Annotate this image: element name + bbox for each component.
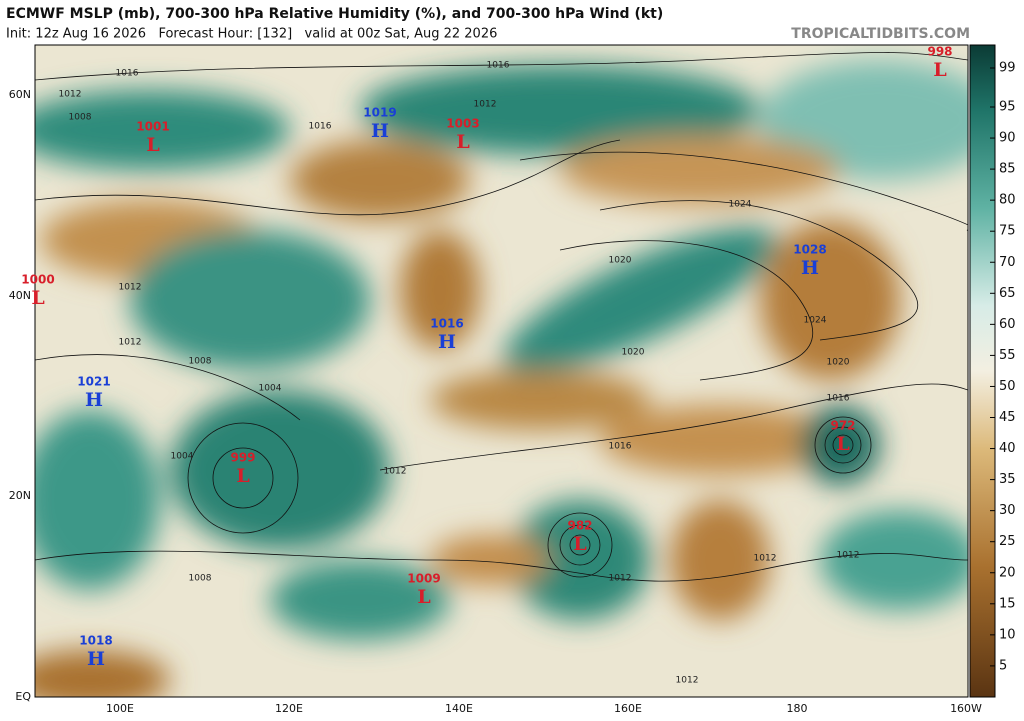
colorbar-label: 80: [999, 193, 1016, 208]
center-pressure: 1001: [136, 120, 169, 134]
colorbar-label: 55: [999, 348, 1016, 363]
subtitle: Init: 12z Aug 16 2026 Forecast Hour: [13…: [6, 27, 497, 42]
isobar-label: 1016: [309, 122, 332, 132]
colorbar-label: 85: [999, 162, 1016, 177]
center-letter: H: [85, 389, 103, 411]
lat-label: 40N: [9, 289, 31, 302]
isobars: [35, 52, 968, 582]
lon-label: 140E: [445, 702, 473, 715]
colorbar: [969, 44, 996, 698]
center-pressure: 999: [230, 451, 255, 465]
isobar-label: 1004: [171, 452, 194, 462]
center-letter: L: [417, 586, 430, 608]
lat-label: 60N: [9, 88, 31, 101]
isobar-label: 1012: [119, 338, 142, 348]
isobar-label: 1020: [827, 358, 850, 368]
colorbar-label: 30: [999, 503, 1016, 518]
isobar-label: 1016: [116, 69, 139, 79]
isobar-label: 1012: [119, 283, 142, 293]
center-pressure: 1019: [363, 106, 396, 120]
isobar-label: 1016: [487, 61, 510, 71]
colorbar-label: 90: [999, 131, 1016, 146]
humidity-field: [35, 60, 968, 697]
center-letter: H: [801, 257, 819, 279]
center-pressure: 1016: [430, 317, 463, 331]
colorbar-label: 99: [999, 61, 1016, 76]
colorbar-label: 45: [999, 410, 1016, 425]
center-letter: L: [933, 59, 946, 81]
colorbar-label: 10: [999, 627, 1016, 642]
center-letter: L: [146, 134, 159, 156]
center-letter: L: [836, 433, 849, 455]
isobar-label: 1008: [189, 574, 212, 584]
map-field: [35, 45, 968, 697]
lat-label: EQ: [15, 690, 31, 703]
isobar-label: 1012: [754, 554, 777, 564]
isobar-label: 1004: [259, 384, 282, 394]
center-pressure: 1003: [446, 117, 479, 131]
center-letter: L: [573, 533, 586, 555]
lat-label: 20N: [9, 489, 31, 502]
center-pressure: 1009: [407, 572, 440, 586]
isobar-label: 1024: [729, 200, 752, 210]
colorbar-label: 25: [999, 534, 1016, 549]
center-letter: H: [87, 648, 105, 670]
lon-label: 160E: [614, 702, 642, 715]
center-pressure: 1018: [79, 634, 112, 648]
isobar-label: 1024: [804, 316, 827, 326]
isobar-label: 1012: [676, 676, 699, 686]
colorbar-label: 15: [999, 596, 1016, 611]
colorbar-label: 40: [999, 441, 1016, 456]
title: ECMWF MSLP (mb), 700-300 hPa Relative Hu…: [6, 6, 663, 22]
colorbar-label: 20: [999, 565, 1016, 580]
colorbar-label: 60: [999, 317, 1016, 332]
map-frame: [34, 44, 969, 698]
center-letter: L: [456, 131, 469, 153]
center-letter: H: [371, 120, 389, 142]
center-pressure: 982: [567, 519, 592, 533]
center-pressure: 1028: [793, 243, 826, 257]
isobar-label: 1012: [837, 551, 860, 561]
lon-label: 160W: [950, 702, 982, 715]
center-pressure: 972: [830, 419, 855, 433]
colorbar-label: 50: [999, 379, 1016, 394]
lon-label: 180: [787, 702, 808, 715]
isobar-label: 1020: [609, 256, 632, 266]
isobar-label: 1012: [474, 100, 497, 110]
center-letter: L: [31, 287, 44, 309]
lon-label: 120E: [275, 702, 303, 715]
center-letter: L: [236, 465, 249, 487]
site-name: TROPICALTIDBITS.COM: [791, 26, 970, 42]
colorbar-label: 95: [999, 100, 1016, 115]
center-pressure: 1021: [77, 375, 110, 389]
colorbar-label: 35: [999, 472, 1016, 487]
isobar-label: 1008: [189, 357, 212, 367]
colorbar-label: 65: [999, 286, 1016, 301]
lon-label: 100E: [106, 702, 134, 715]
isobar-label: 1016: [827, 394, 850, 404]
center-pressure: 998: [927, 45, 952, 59]
isobar-label: 1012: [609, 574, 632, 584]
colorbar-label: 5: [999, 658, 1007, 673]
isobar-label: 1020: [622, 348, 645, 358]
isobar-label: 1012: [59, 90, 82, 100]
colorbar-label: 70: [999, 255, 1016, 270]
isobar-label: 1016: [609, 442, 632, 452]
center-pressure: 1000: [21, 273, 54, 287]
isobar-label: 1008: [69, 113, 92, 123]
colorbar-label: 75: [999, 224, 1016, 239]
center-letter: H: [438, 331, 456, 353]
isobar-label: 1012: [384, 467, 407, 477]
